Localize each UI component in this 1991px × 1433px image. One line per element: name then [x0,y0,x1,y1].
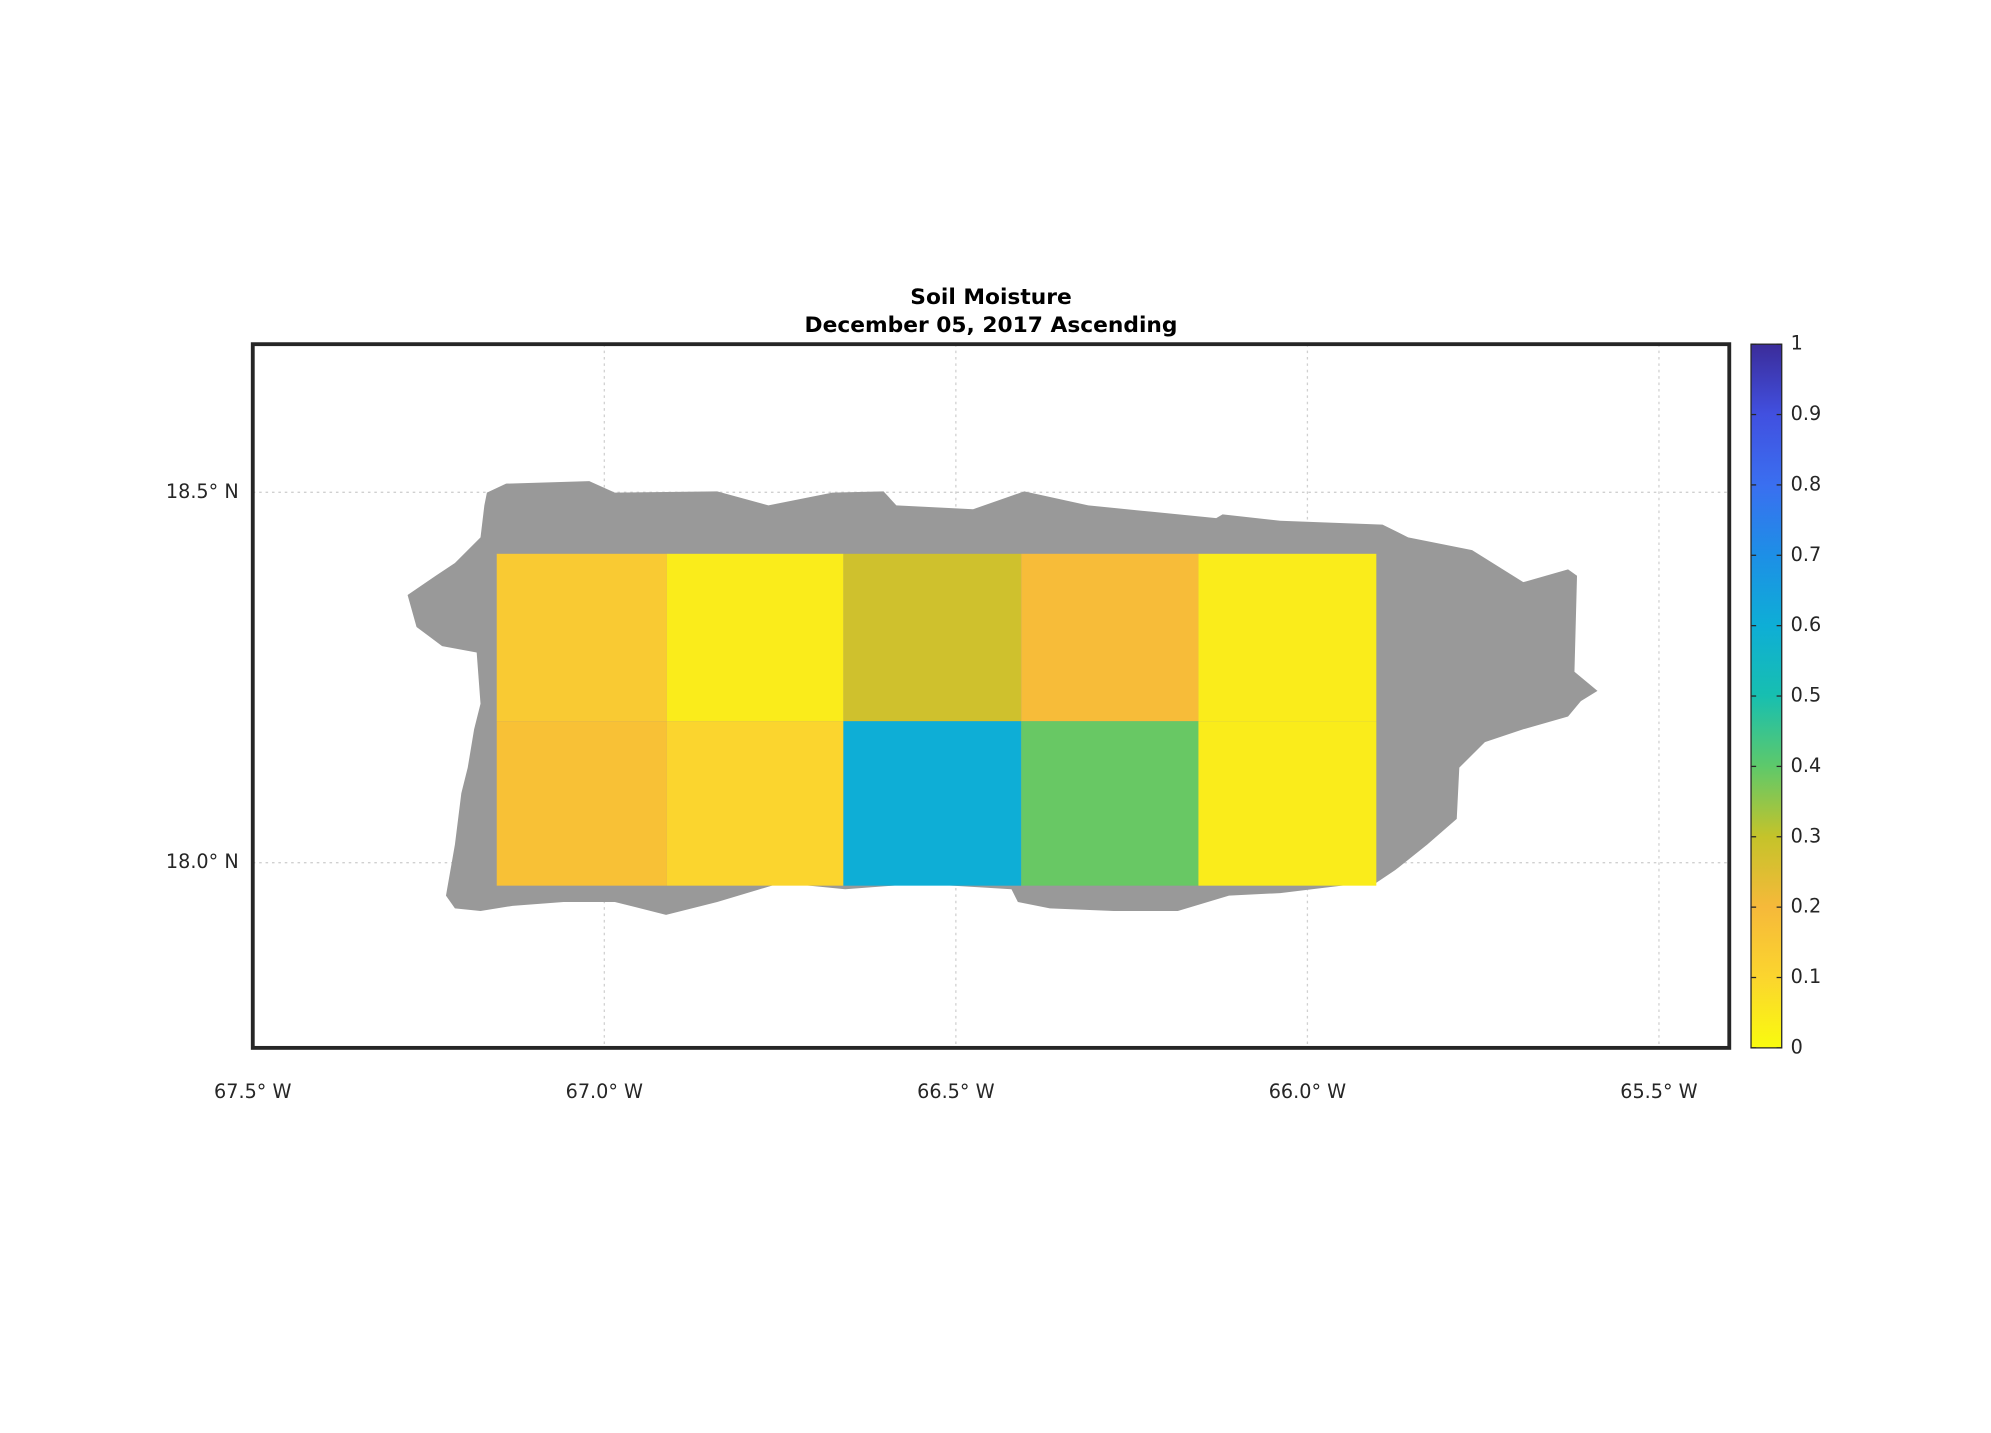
colorbar-tick-label: 0.1 [1791,965,1822,988]
x-tick-label: 66.0° W [1269,1080,1346,1103]
colorbar-tick-label: 0.8 [1791,472,1822,495]
chart-title: Soil Moisture [910,285,1071,310]
colorbar-tick-label: 0 [1791,1035,1803,1058]
chart-subtitle: December 05, 2017 Ascending [805,313,1178,338]
cell [843,721,1022,886]
colorbar-tick-label: 0.6 [1791,613,1822,636]
x-tick-label: 67.5° W [214,1080,291,1103]
colorbar-tick-label: 0.4 [1791,754,1822,777]
cell [666,721,844,886]
cell [843,553,1022,722]
x-tick-label: 65.5° W [1620,1080,1697,1103]
cell [1198,553,1377,722]
cell [1021,553,1199,722]
colorbar-tick-label: 0.2 [1791,895,1822,918]
colorbar-tick-label: 0.3 [1791,824,1822,847]
colorbar-tick-label: 0.9 [1791,402,1822,425]
colorbar-tick-label: 0.5 [1791,684,1822,707]
colorbar-tick-label: 1 [1791,332,1803,355]
y-tick-label: 18.5° N [166,480,239,503]
cell [1198,721,1377,886]
cell [666,553,844,722]
cells [496,553,1377,886]
x-tick-label: 66.5° W [917,1080,994,1103]
cell [496,721,667,886]
cell [496,553,667,722]
cell [1021,721,1199,886]
y-tick-label: 18.0° N [166,850,239,873]
x-tick-label: 67.0° W [566,1080,643,1103]
colorbar-tick-label: 0.7 [1791,543,1822,566]
plot-frame [250,342,1732,1050]
